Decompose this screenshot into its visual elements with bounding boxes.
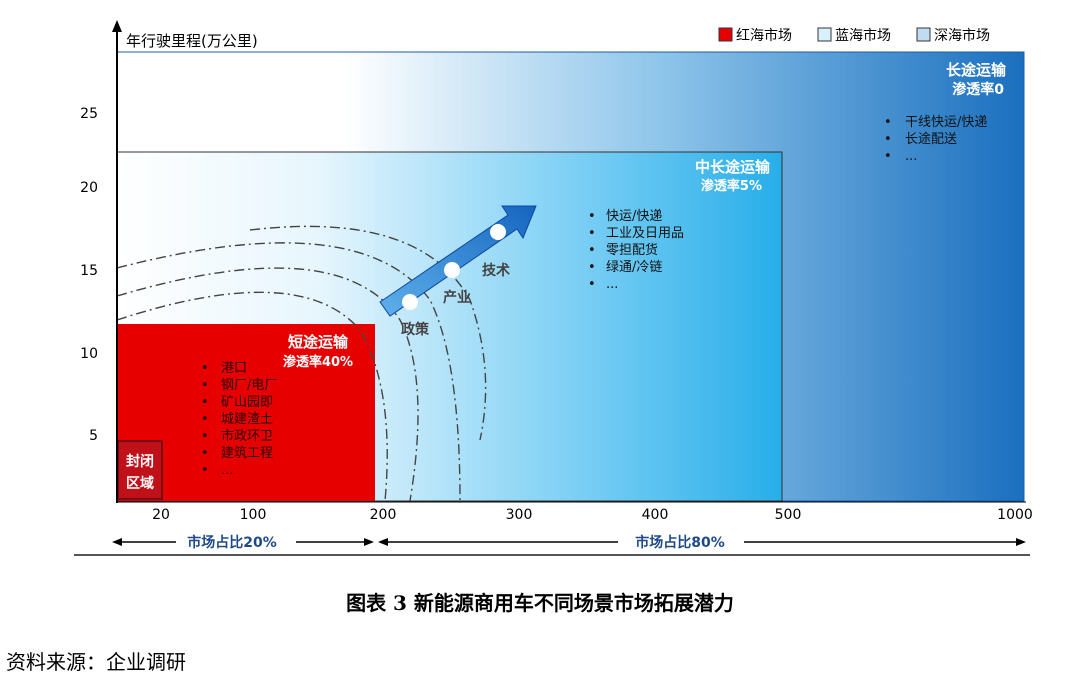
market-diagram: 年行驶里程(万公里) 5 10 15 20 25 20 100 200 300 … [74,20,1033,556]
share-arrow-left-icon [112,538,122,546]
y-tick: 25 [80,106,98,122]
mid-zone-bullet: • [588,260,596,275]
closed-area-label: 区域 [126,475,154,492]
arrow-label-tech: 技术 [482,262,510,279]
short-zone-bullet: • [201,412,209,427]
legend-label: 红海市场 [736,27,792,44]
market-share-bar: 市场占比20% 市场占比80% [74,534,1030,556]
long-zone-item: 干线快运/快递 [905,115,987,130]
short-zone-item: 市政环卫 [221,428,273,444]
short-zone-bullet: • [201,378,209,393]
legend-swatch-blue [817,27,832,42]
arrow-node [490,224,506,240]
mid-zone-rate: 渗透率5% [701,178,762,194]
y-tick: 5 [89,428,98,444]
legend-label: 深海市场 [934,27,990,44]
long-zone-title: 长途运输 [946,61,1007,79]
short-zone-item: 矿山园即 [221,395,273,410]
arrow-node [402,294,418,310]
closed-area-label: 封闭 [126,453,154,470]
short-zone-bullet: • [201,463,209,478]
short-zone-item: 港口 [221,361,247,376]
short-zone-bullet: • [201,446,209,461]
x-tick: 100 [240,507,267,523]
y-axis-label: 年行驶里程(万公里) [126,32,258,50]
legend-swatch-red [718,27,733,42]
share-right-label: 市场占比80% [635,534,725,551]
short-zone-rate: 渗透率40% [283,354,353,370]
long-zone-rate: 渗透率0 [952,81,1004,98]
short-zone-bullet: • [201,395,209,410]
short-zone-bullet: • [201,429,209,444]
long-zone-bullet: • [884,115,892,130]
legend: 红海市场 蓝海市场 深海市场 [718,27,990,44]
short-zone-item: 城建渣土 [221,412,273,427]
closed-area-zone [117,440,163,500]
y-tick: 10 [80,346,98,362]
trend-curves [116,225,487,502]
arrow-label-policy: 政策 [401,321,430,338]
mid-zone-item: ... [606,277,618,292]
short-zone-bullet: • [201,361,209,376]
share-arrow-mid-left-icon [364,538,374,546]
mid-zone-bullet: • [588,277,596,292]
mid-zone-bullet: • [588,243,596,258]
growth-arrow [379,205,537,317]
arrow-node [444,262,460,278]
y-axis-arrow-icon [112,20,122,32]
y-tick: 15 [80,263,98,279]
share-left-label: 市场占比20% [187,534,277,551]
long-zone-bullet: • [884,132,892,147]
source-note: 资料来源：企业调研 [6,650,186,674]
arrow-label-industry: 产业 [443,289,471,306]
share-arrow-right-icon [1016,538,1026,546]
long-zone-item: ... [905,149,917,164]
short-zone-item: 建筑工程 [221,445,273,461]
mid-zone-title: 中长途运输 [695,158,771,176]
mid-zone-item: 绿通/冷链 [606,260,662,275]
legend-swatch-deep [916,27,931,42]
x-tick: 200 [370,507,397,523]
x-tick: 20 [152,507,170,523]
short-zone-item: 钢厂/电厂 [221,378,277,393]
mid-zone-bullet: • [588,209,596,224]
y-tick: 20 [80,180,98,196]
short-zone-item: ... [221,463,233,478]
mid-zone-item: 零担配货 [606,242,658,258]
x-tick: 500 [775,507,802,523]
share-arrow-mid-right-icon [378,538,388,546]
x-tick: 300 [506,507,533,523]
long-zone-bullet: • [884,149,892,164]
legend-label: 蓝海市场 [835,27,891,44]
figure-caption: 图表 3 新能源商用车不同场景市场拓展潜力 [346,591,734,615]
long-zone-item: 长途配送 [905,131,957,147]
mid-zone-bullet: • [588,226,596,241]
short-zone-title: 短途运输 [288,333,349,351]
x-tick: 1000 [997,507,1033,523]
x-tick: 400 [642,507,669,523]
mid-zone-item: 工业及日用品 [606,226,684,241]
mid-zone-item: 快运/快递 [606,209,662,224]
